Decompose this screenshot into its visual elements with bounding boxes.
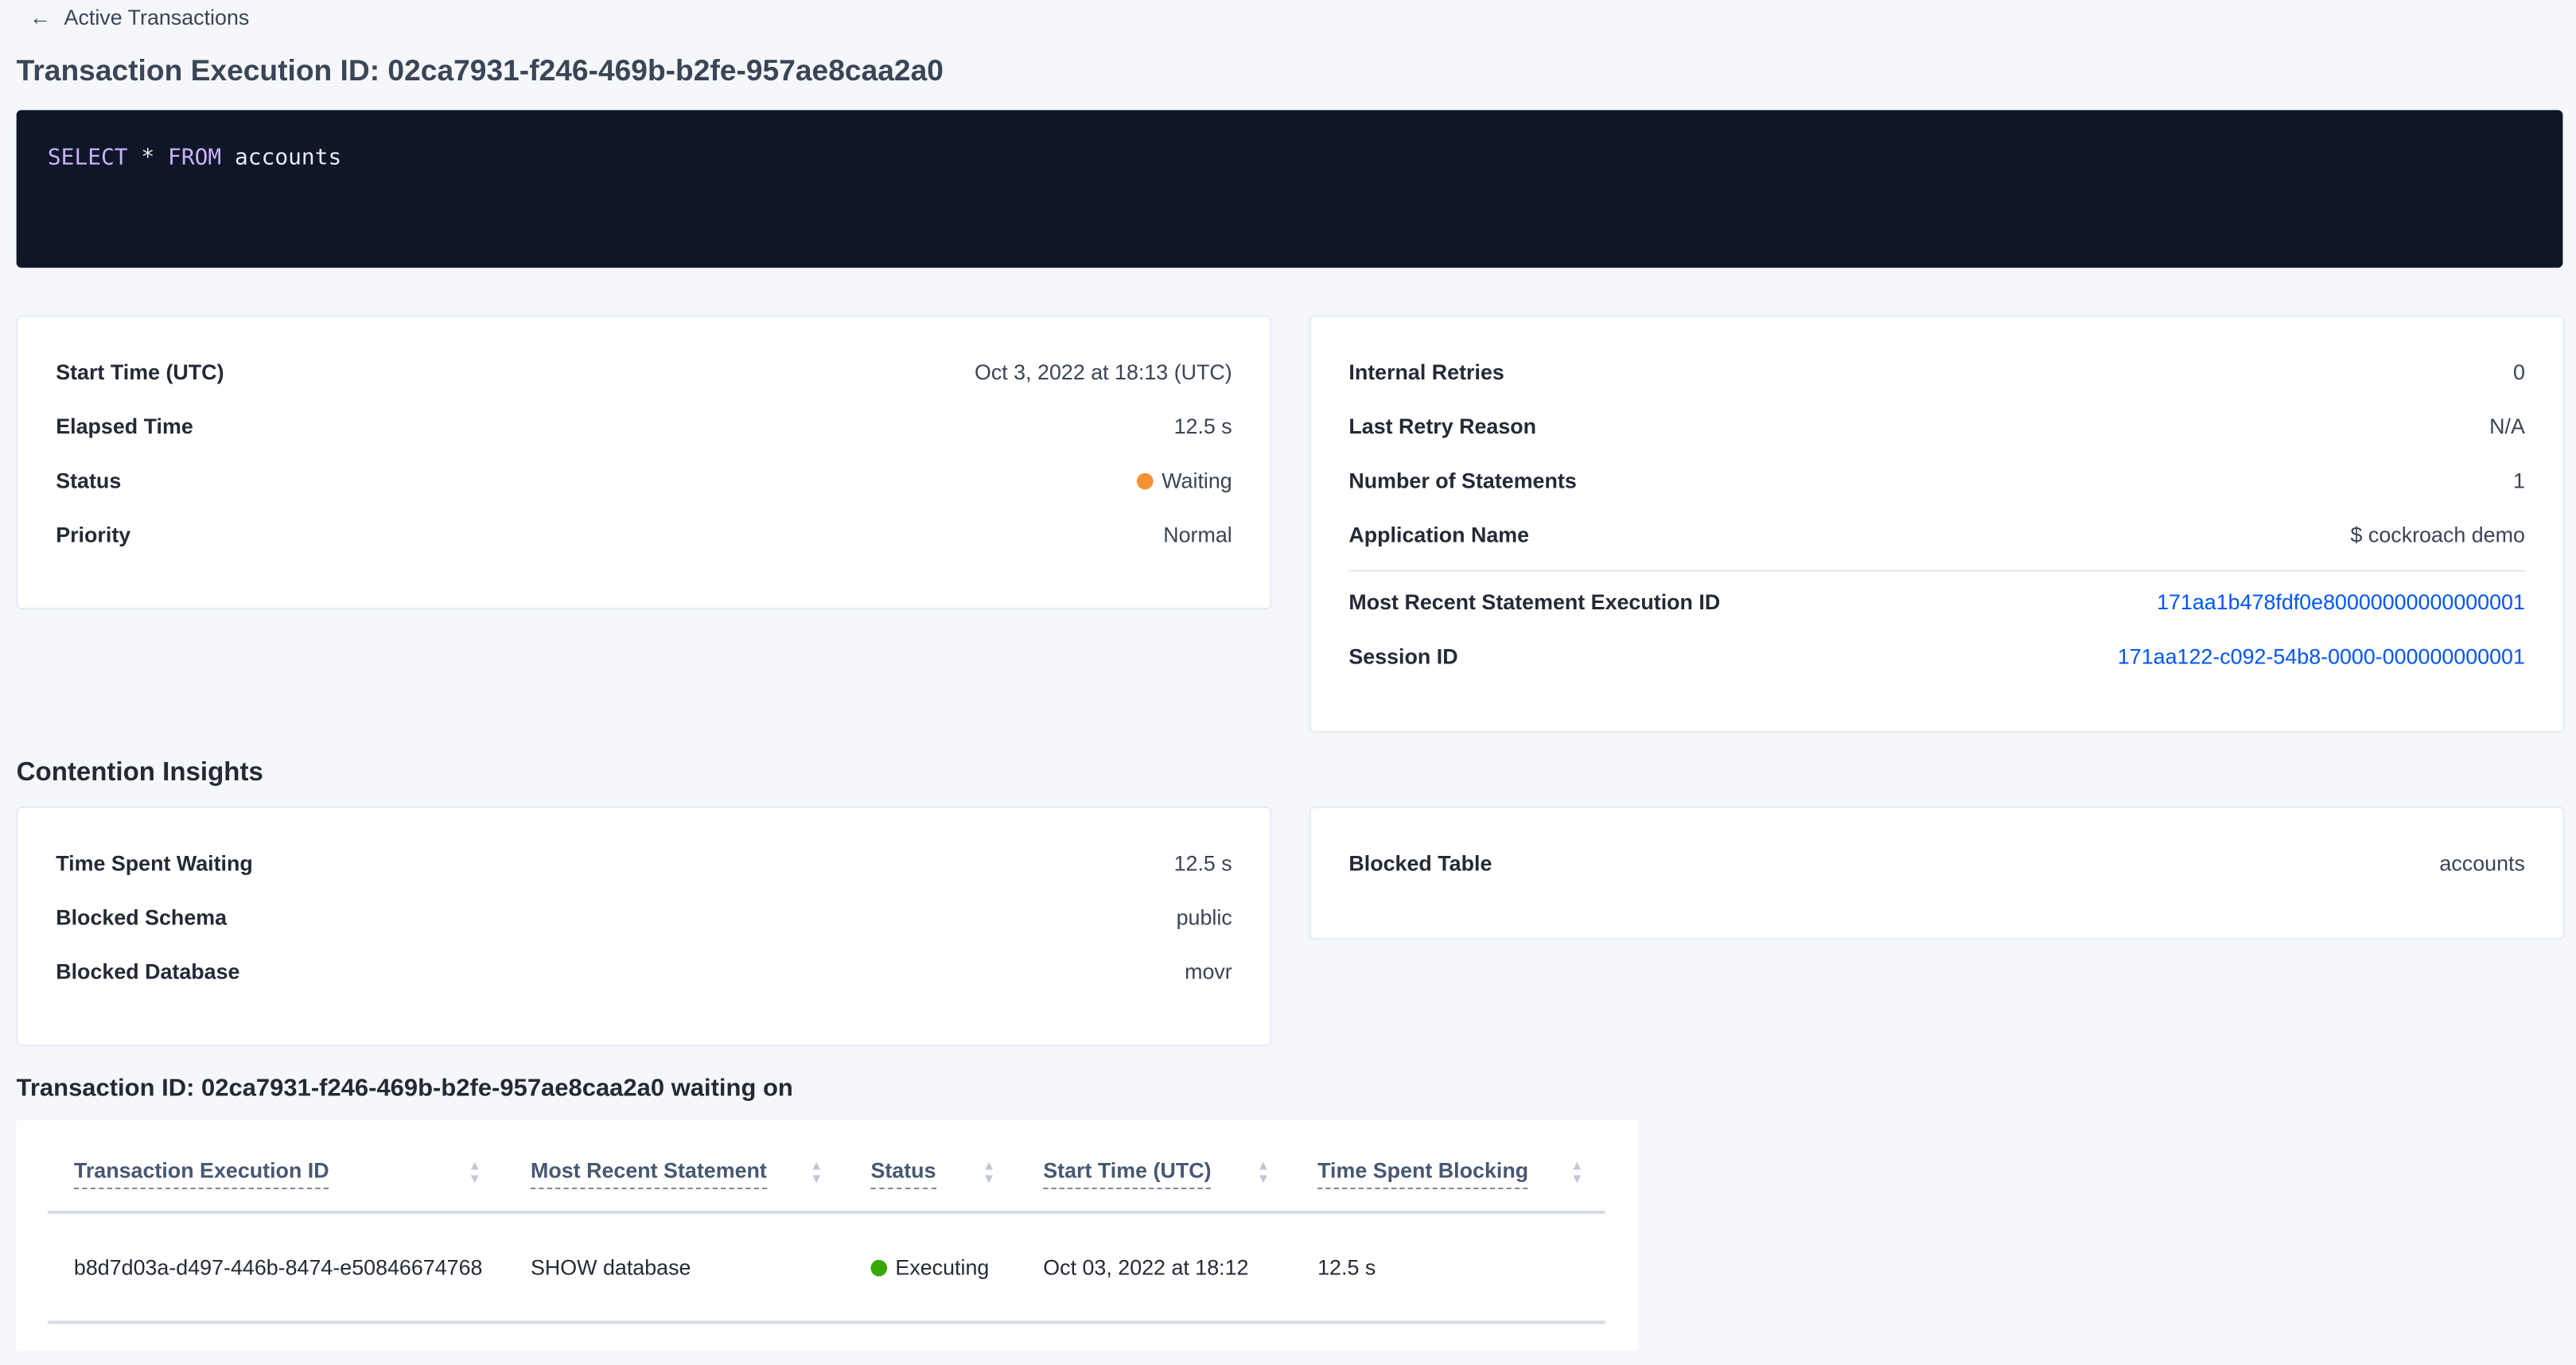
waiting-on-table: Transaction Execution ID ▲ ▼ Most Recent …	[16, 1120, 1638, 1351]
value: 1	[2512, 468, 2525, 493]
status-badge: Waiting	[1137, 469, 1232, 493]
sort-icon[interactable]: ▲ ▼	[1570, 1157, 1584, 1186]
label: Last Retry Reason	[1348, 414, 1537, 439]
contention-card-right: Blocked Table accounts	[1309, 806, 2565, 940]
recent-statement-id-row: Most Recent Statement Execution ID 171aa1…	[1348, 589, 2525, 614]
blocked-table-row: Blocked Table accounts	[1348, 851, 2525, 876]
label: Status	[56, 468, 122, 493]
status-dot-icon	[1137, 472, 1154, 490]
label: Internal Retries	[1348, 360, 1504, 385]
label: Most Recent Statement Execution ID	[1348, 589, 1721, 615]
cell-status: Executing	[870, 1255, 989, 1280]
label: Session ID	[1348, 644, 1458, 669]
cell-start-time: Oct 03, 2022 at 18:12	[1043, 1254, 1249, 1280]
session-id-row: Session ID 171aa122-c092-54b8-0000-000000…	[1348, 644, 2525, 668]
contention-card-left: Time Spent Waiting 12.5 s Blocked Schema p…	[16, 806, 1272, 1047]
label: Elapsed Time	[56, 414, 193, 439]
sort-icon[interactable]: ▲ ▼	[468, 1157, 481, 1186]
value: 0	[2512, 360, 2525, 385]
divider	[1348, 570, 2525, 572]
value: N/A	[2489, 414, 2525, 439]
page-title: Transaction Execution ID: 02ca7931-f246-…	[16, 54, 944, 88]
blocked-schema-row: Blocked Schema public	[56, 905, 1232, 930]
column-header-most-recent-statement[interactable]: Most Recent Statement	[530, 1158, 767, 1190]
value: $ cockroach demo	[2350, 522, 2525, 547]
sql-code-block: SELECT * FROM accounts	[16, 110, 2563, 268]
statement-execution-id-link[interactable]: 171aa1b478fdf0e80000000000000001	[2157, 589, 2525, 615]
status-text: Waiting	[1162, 468, 1232, 493]
last-retry-reason-row: Last Retry Reason N/A	[1348, 414, 2525, 438]
status-text: Executing	[895, 1254, 990, 1280]
label: Blocked Database	[56, 959, 240, 984]
status-row: Status Waiting	[56, 469, 1232, 493]
cell-transaction-execution-id[interactable]: b8d7d03a-d497-446b-8474-e50846674768	[73, 1254, 483, 1280]
column-header-transaction-execution-id[interactable]: Transaction Execution ID	[73, 1158, 329, 1190]
label: Application Name	[1348, 522, 1530, 547]
sort-icon[interactable]: ▲ ▼	[982, 1157, 996, 1186]
start-time-row: Start Time (UTC) Oct 3, 2022 at 18:13 (UT…	[56, 360, 1232, 384]
column-header-time-spent-blocking[interactable]: Time Spent Blocking	[1317, 1158, 1529, 1190]
summary-card-left: Start Time (UTC) Oct 3, 2022 at 18:13 (UT…	[16, 315, 1272, 610]
arrow-left-icon: ←	[29, 5, 52, 30]
summary-card-right: Internal Retries 0 Last Retry Reason N/A N…	[1309, 315, 2565, 733]
waiting-on-heading: Transaction ID: 02ca7931-f246-469b-b2fe-…	[16, 1074, 793, 1102]
header-divider	[47, 1210, 1605, 1215]
cell-most-recent-statement: SHOW database	[530, 1254, 691, 1280]
value: Oct 3, 2022 at 18:13 (UTC)	[974, 360, 1232, 385]
back-link-label: Active Transactions	[64, 5, 250, 30]
session-id-link[interactable]: 171aa122-c092-54b8-0000-000000000001	[2117, 644, 2525, 669]
status-dot-icon	[870, 1259, 888, 1277]
label: Priority	[56, 522, 131, 547]
contention-insights-heading: Contention Insights	[16, 759, 263, 788]
label: Blocked Table	[1348, 850, 1492, 876]
number-of-statements-row: Number of Statements 1	[1348, 469, 2525, 493]
sql-statement: SELECT * FROM accounts	[47, 144, 342, 171]
value: accounts	[2439, 850, 2525, 876]
time-spent-waiting-row: Time Spent Waiting 12.5 s	[56, 851, 1232, 876]
label: Start Time (UTC)	[56, 360, 224, 385]
sort-icon[interactable]: ▲ ▼	[810, 1157, 823, 1186]
priority-row: Priority Normal	[56, 523, 1232, 547]
label: Blocked Schema	[56, 904, 228, 930]
value: 12.5 s	[1173, 850, 1232, 876]
value: public	[1176, 904, 1232, 930]
back-link-active-transactions[interactable]: ← Active Transactions	[29, 5, 249, 29]
cell-time-spent-blocking: 12.5 s	[1317, 1254, 1376, 1280]
application-name-row: Application Name $ cockroach demo	[1348, 523, 2525, 547]
column-header-start-time[interactable]: Start Time (UTC)	[1043, 1158, 1212, 1190]
value: movr	[1185, 959, 1232, 984]
value: 12.5 s	[1173, 414, 1232, 439]
elapsed-time-row: Elapsed Time 12.5 s	[56, 414, 1232, 438]
label: Time Spent Waiting	[56, 850, 253, 876]
row-divider	[47, 1320, 1605, 1324]
label: Number of Statements	[1348, 468, 1577, 493]
sort-icon[interactable]: ▲ ▼	[1256, 1157, 1270, 1186]
value: Normal	[1163, 522, 1232, 547]
internal-retries-row: Internal Retries 0	[1348, 360, 2525, 384]
column-header-status[interactable]: Status	[870, 1158, 936, 1190]
blocked-database-row: Blocked Database movr	[56, 959, 1232, 984]
